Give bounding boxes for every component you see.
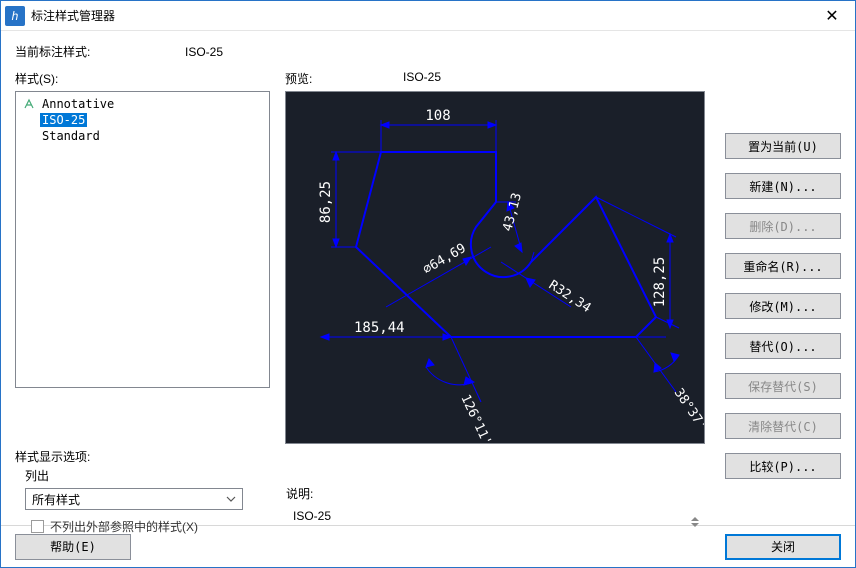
style-item[interactable]: Standard xyxy=(20,128,265,144)
description-area: 说明: ISO-25 xyxy=(286,485,706,538)
checkbox-label: 不列出外部参照中的样式(X) xyxy=(50,518,198,535)
spin-up-icon xyxy=(691,517,699,521)
style-item[interactable]: Annotative xyxy=(20,96,265,112)
annotative-icon xyxy=(22,97,36,111)
dim-text-diameter: ∅64,69 xyxy=(421,241,469,277)
compare-button[interactable]: 比较(P)... xyxy=(725,453,841,479)
modify-button[interactable]: 修改(M)... xyxy=(725,293,841,319)
checkbox-row[interactable]: 不列出外部参照中的样式(X) xyxy=(31,518,270,535)
preview-column: 108 86,25 xyxy=(285,91,705,444)
buttons-column: 置为当前(U) 新建(N)... 删除(D)... 重命名(R)... 修改(M… xyxy=(725,133,841,493)
preview-style-name: ISO-25 xyxy=(403,70,441,87)
list-filter-combo[interactable]: 所有样式 xyxy=(25,488,243,510)
dim-text-lower: 185,44 xyxy=(354,320,405,336)
list-label: 列出 xyxy=(25,467,270,484)
set-current-button[interactable]: 置为当前(U) xyxy=(725,133,841,159)
content-area: 当前标注样式: ISO-25 样式(S): 预览: ISO-25 Annotat… xyxy=(1,31,855,525)
override-button[interactable]: 替代(O)... xyxy=(725,333,841,359)
close-icon[interactable]: ✕ xyxy=(809,1,855,31)
chevron-down-icon xyxy=(226,493,236,507)
help-button[interactable]: 帮助(E) xyxy=(15,534,131,560)
annotative-icon xyxy=(22,129,36,143)
style-item-label: Standard xyxy=(40,129,102,143)
titlebar: h 标注样式管理器 ✕ xyxy=(1,1,855,31)
dim-text-rangle: 38°37' xyxy=(671,386,704,433)
section-labels-row: 样式(S): 预览: ISO-25 xyxy=(15,70,841,87)
dialog-root: h 标注样式管理器 ✕ 当前标注样式: ISO-25 样式(S): 预览: IS… xyxy=(0,0,856,568)
style-item-label: ISO-25 xyxy=(40,113,87,127)
current-style-row: 当前标注样式: ISO-25 xyxy=(15,43,841,60)
dim-text-top: 108 xyxy=(425,108,450,124)
spin-down-icon xyxy=(691,523,699,527)
annotative-icon xyxy=(22,113,36,127)
combo-value: 所有样式 xyxy=(32,491,80,508)
clear-override-button[interactable]: 清除替代(C) xyxy=(725,413,841,439)
rename-button[interactable]: 重命名(R)... xyxy=(725,253,841,279)
style-item-label: Annotative xyxy=(40,97,116,111)
display-options-label: 样式显示选项: xyxy=(15,448,270,465)
main-row: Annotative ISO-25 Standard xyxy=(15,91,841,444)
current-style-value: ISO-25 xyxy=(185,45,223,59)
delete-button[interactable]: 删除(D)... xyxy=(725,213,841,239)
current-style-label: 当前标注样式: xyxy=(15,43,185,60)
dim-text-radius: R32,34 xyxy=(546,278,594,316)
dim-text-left: 86,25 xyxy=(318,181,334,223)
styles-listbox[interactable]: Annotative ISO-25 Standard xyxy=(15,91,270,388)
display-options: 样式显示选项: 列出 所有样式 不列出外部参照中的样式(X) xyxy=(15,448,270,535)
checkbox-icon xyxy=(31,520,44,533)
description-spinner[interactable] xyxy=(687,509,703,535)
preview-box: 108 86,25 xyxy=(285,91,705,444)
style-item[interactable]: ISO-25 xyxy=(20,112,265,128)
save-override-button[interactable]: 保存替代(S) xyxy=(725,373,841,399)
dim-text-langle: 126°11' xyxy=(457,392,494,443)
new-button[interactable]: 新建(N)... xyxy=(725,173,841,199)
styles-label: 样式(S): xyxy=(15,70,285,87)
description-label: 说明: xyxy=(286,485,706,502)
preview-label: 预览: xyxy=(285,70,403,87)
description-box: ISO-25 xyxy=(286,506,706,538)
description-text: ISO-25 xyxy=(293,509,331,523)
close-button[interactable]: 关闭 xyxy=(725,534,841,560)
dim-text-right: 128,25 xyxy=(652,257,668,308)
titlebar-title: 标注样式管理器 xyxy=(31,7,809,24)
dim-text-inner: 43,13 xyxy=(500,191,525,233)
app-icon: h xyxy=(5,6,25,26)
